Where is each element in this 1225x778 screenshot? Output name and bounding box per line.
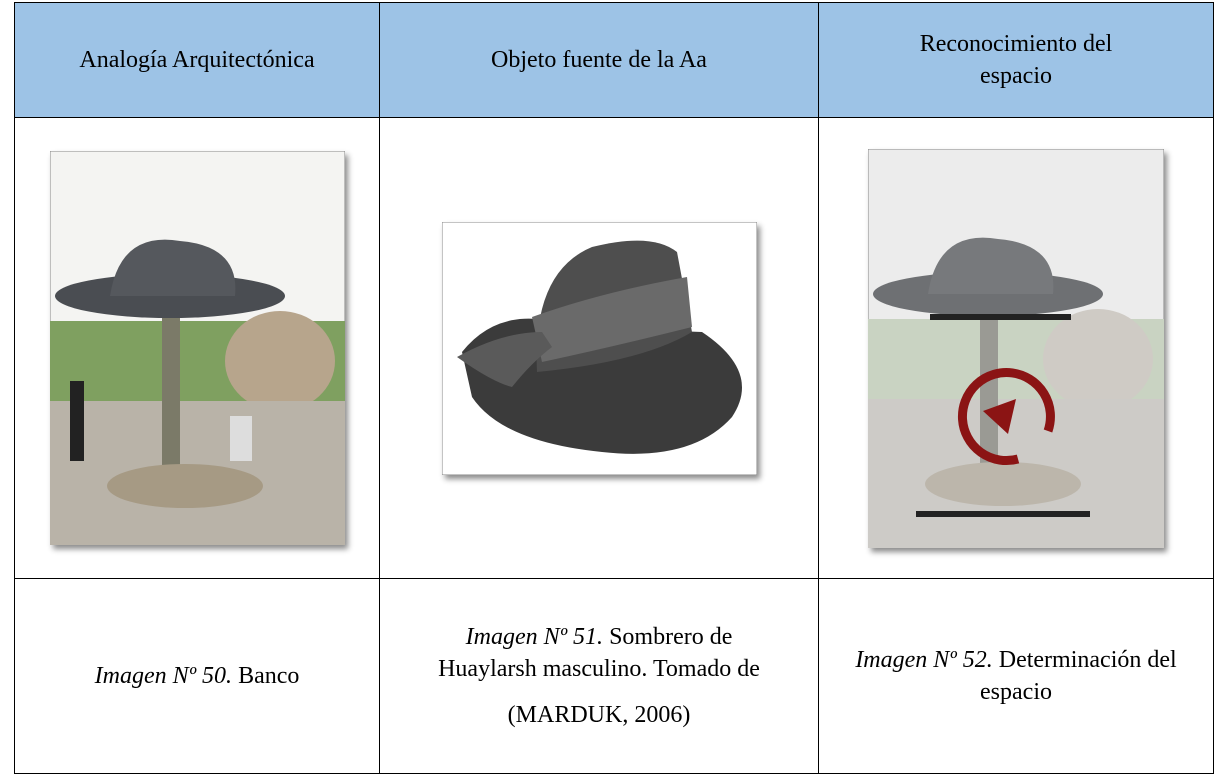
image-cell — [818, 117, 1214, 579]
caption-label: Imagen Nº 51. — [465, 624, 604, 650]
header-text: Analogía Arquitectónica — [79, 47, 315, 73]
image-cell — [14, 117, 380, 579]
header-cell: Analogía Arquitectónica — [14, 2, 380, 118]
caption-text: Sombrero de Huaylarsh masculino. Tomado … — [438, 624, 760, 682]
space-photo — [868, 148, 1164, 548]
caption: Imagen Nº 52. Determinación del espacio — [841, 644, 1191, 708]
caption-label: Imagen Nº 50. — [94, 663, 233, 689]
caption-cell: Imagen Nº 52. Determinación del espacio — [818, 578, 1214, 774]
comparison-table: Analogía Arquitectónica Objeto fuente de… — [14, 2, 1214, 774]
caption-row: Imagen Nº 50. Banco Imagen Nº 51. Sombre… — [14, 578, 1214, 774]
header-row: Analogía Arquitectónica Objeto fuente de… — [14, 2, 1214, 118]
caption-cell: Imagen Nº 51. Sombrero de Huaylarsh masc… — [379, 578, 819, 774]
header-text: Objeto fuente de la Aa — [491, 47, 707, 73]
header-cell: Reconocimiento del espacio — [818, 2, 1214, 118]
caption-text: Banco — [238, 663, 300, 689]
caption-text: Determinación del espacio — [980, 647, 1177, 705]
image-cell — [379, 117, 819, 579]
bench-photo — [49, 151, 345, 545]
caption-cell: Imagen Nº 50. Banco — [14, 578, 380, 774]
caption: Imagen Nº 50. Banco — [37, 660, 357, 692]
caption: Imagen Nº 51. Sombrero de Huaylarsh masc… — [434, 621, 764, 685]
image-row — [14, 117, 1214, 579]
caption-label: Imagen Nº 52. — [855, 647, 993, 673]
caption-source: (MARDUK, 2006) — [507, 702, 691, 728]
hat-photo — [441, 221, 757, 475]
header-text: Reconocimiento del espacio — [919, 31, 1113, 89]
header-cell: Objeto fuente de la Aa — [379, 2, 819, 118]
